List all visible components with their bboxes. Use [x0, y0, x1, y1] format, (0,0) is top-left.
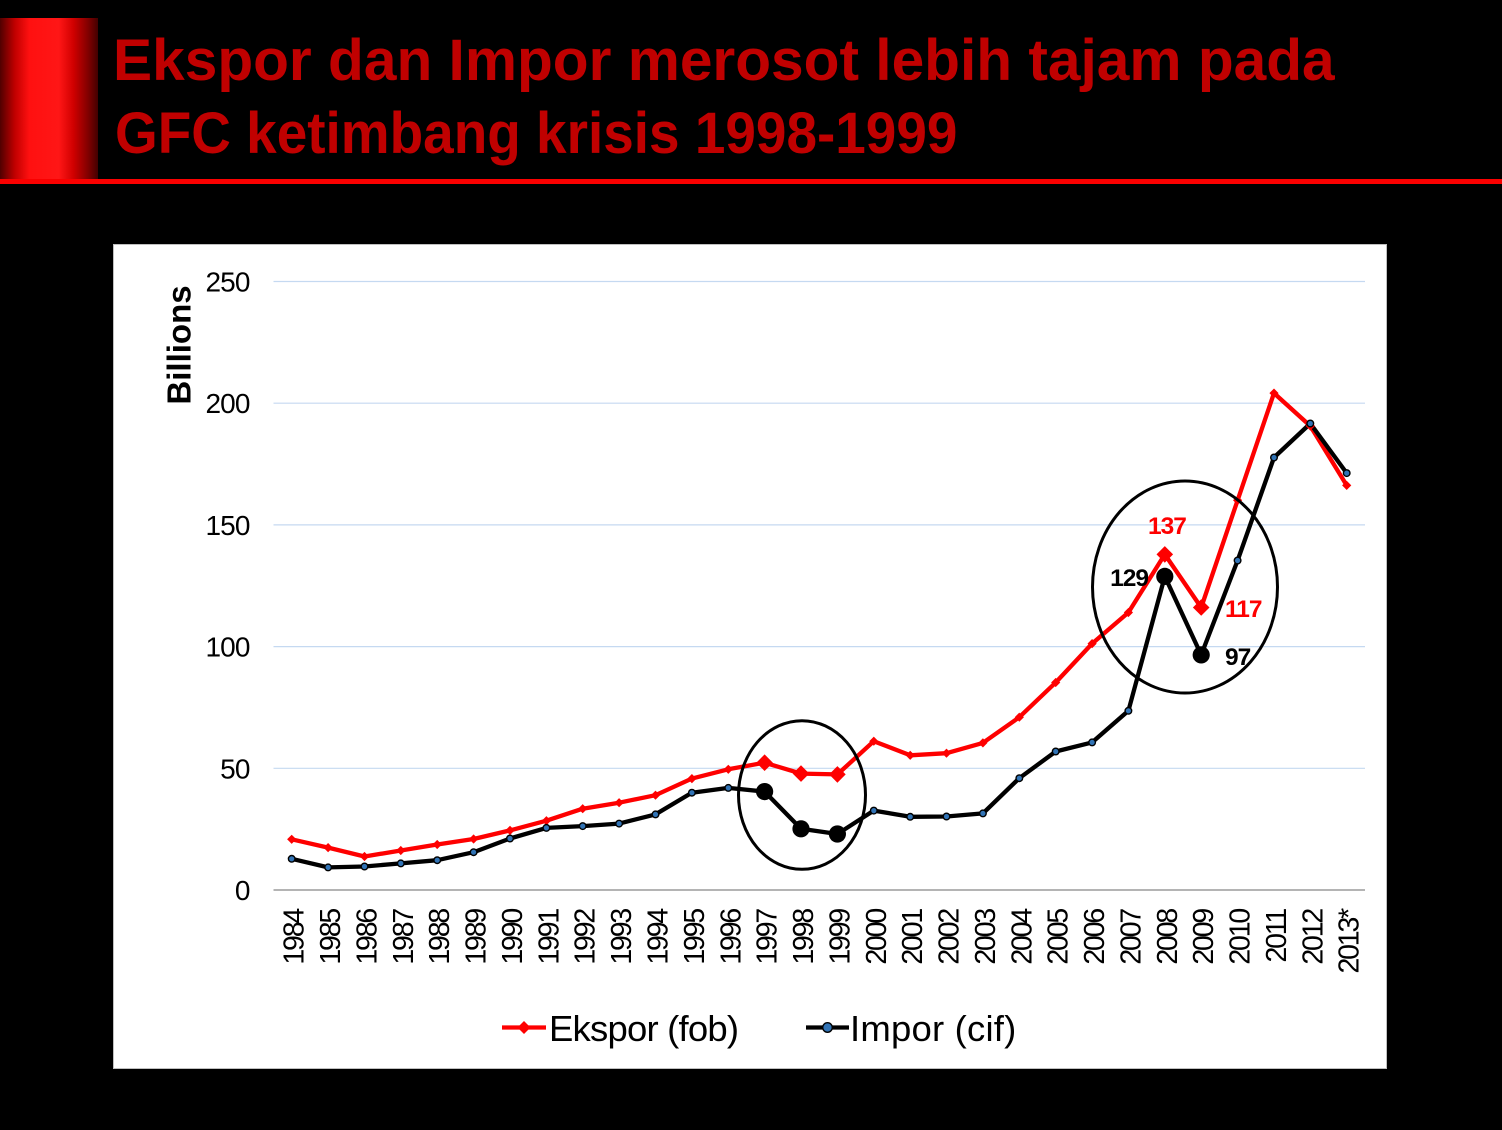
svg-text:2004: 2004: [1006, 908, 1038, 965]
svg-text:2001: 2001: [897, 909, 929, 965]
svg-text:1985: 1985: [315, 909, 347, 965]
svg-text:1994: 1994: [643, 908, 675, 965]
svg-text:137: 137: [1148, 513, 1186, 540]
svg-text:1999: 1999: [824, 909, 856, 965]
svg-text:1986: 1986: [352, 909, 384, 965]
svg-text:0: 0: [235, 875, 250, 906]
svg-text:2012: 2012: [1297, 909, 1329, 965]
svg-text:Billions: Billions: [161, 285, 198, 404]
svg-text:129: 129: [1110, 565, 1148, 592]
svg-text:1998: 1998: [788, 909, 820, 965]
svg-text:1988: 1988: [424, 909, 456, 965]
svg-text:1990: 1990: [497, 909, 529, 965]
svg-text:2005: 2005: [1043, 909, 1075, 965]
svg-text:50: 50: [220, 753, 250, 784]
svg-text:1987: 1987: [388, 909, 420, 965]
svg-text:117: 117: [1225, 596, 1262, 623]
svg-text:2002: 2002: [934, 909, 966, 965]
svg-text:200: 200: [205, 388, 249, 419]
svg-text:2007: 2007: [1115, 909, 1147, 965]
svg-text:2003: 2003: [970, 909, 1002, 965]
svg-text:97: 97: [1225, 644, 1251, 671]
svg-text:1993: 1993: [606, 909, 638, 965]
svg-text:Ekspor (fob): Ekspor (fob): [549, 1008, 738, 1049]
svg-text:2009: 2009: [1188, 909, 1220, 965]
svg-text:1992: 1992: [570, 909, 602, 965]
svg-text:1989: 1989: [461, 909, 493, 965]
svg-text:1995: 1995: [679, 909, 711, 965]
svg-text:1984: 1984: [279, 908, 311, 965]
svg-text:2000: 2000: [861, 909, 893, 965]
svg-text:Impor (cif): Impor (cif): [850, 1008, 1016, 1049]
svg-text:2013*: 2013*: [1334, 908, 1366, 974]
svg-text:100: 100: [205, 632, 249, 663]
svg-text:250: 250: [205, 267, 249, 298]
svg-text:2008: 2008: [1152, 909, 1184, 965]
svg-text:1997: 1997: [752, 909, 784, 965]
svg-text:1991: 1991: [533, 909, 565, 965]
svg-text:150: 150: [205, 510, 249, 541]
svg-text:1996: 1996: [715, 909, 747, 965]
svg-text:2006: 2006: [1079, 909, 1111, 965]
svg-text:2011: 2011: [1261, 909, 1293, 963]
svg-text:2010: 2010: [1225, 909, 1257, 965]
